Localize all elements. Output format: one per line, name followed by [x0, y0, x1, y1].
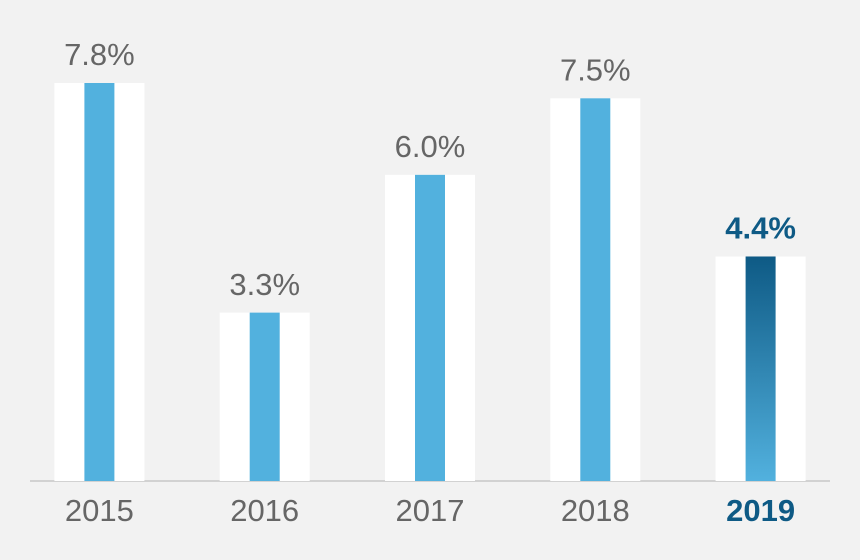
bar: [249, 312, 280, 481]
x-tick-label: 2019: [726, 493, 795, 528]
x-tick-label: 2015: [65, 493, 134, 528]
x-tick-label: 2016: [230, 493, 299, 528]
value-label: 6.0%: [395, 129, 466, 164]
value-label: 4.4%: [725, 211, 796, 246]
bar: [84, 83, 115, 481]
x-tick-label: 2018: [561, 493, 630, 528]
value-label: 7.5%: [560, 52, 631, 87]
bar: [580, 98, 611, 482]
bar: [415, 174, 445, 481]
value-label: 7.8%: [64, 37, 135, 72]
value-label: 3.3%: [229, 267, 300, 302]
x-tick-label: 2017: [396, 493, 465, 528]
bar: [745, 256, 776, 481]
